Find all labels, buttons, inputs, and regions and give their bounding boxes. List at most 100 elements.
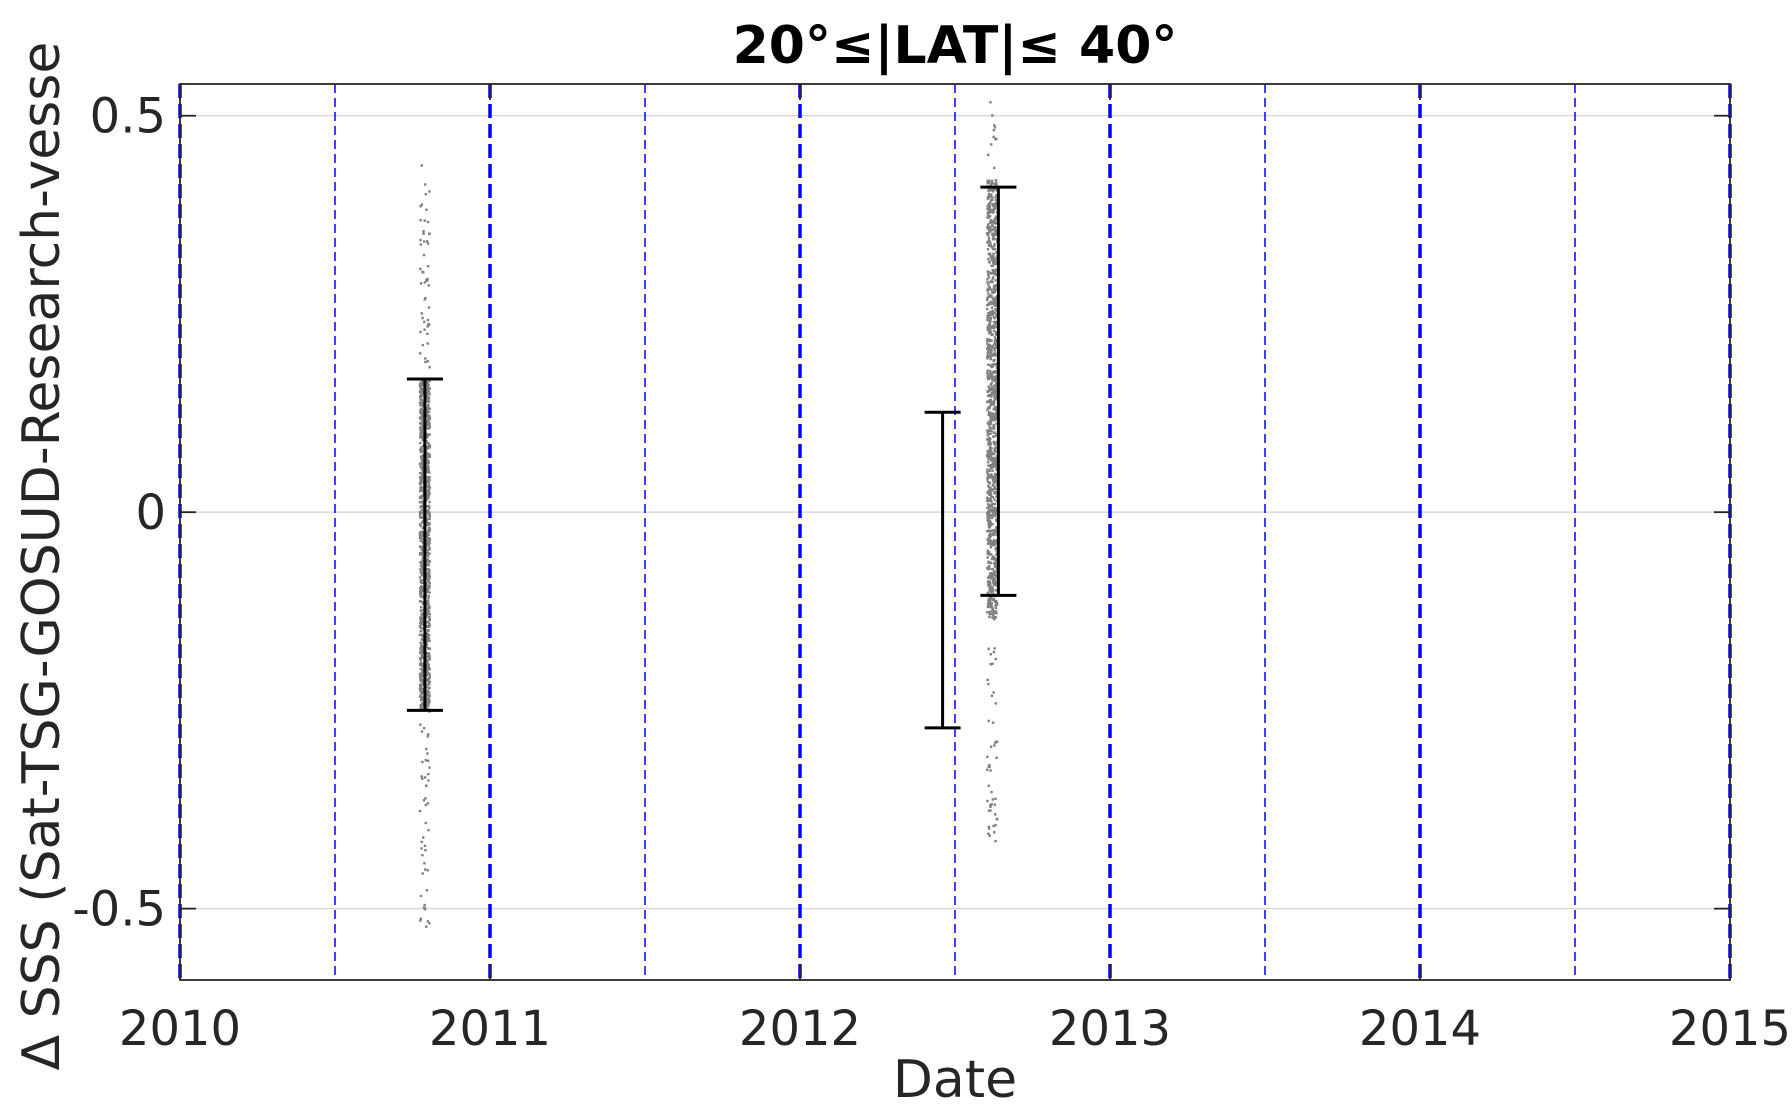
scatter-point xyxy=(419,205,422,208)
scatter-point xyxy=(426,360,429,363)
scatter-point xyxy=(427,465,430,468)
scatter-point xyxy=(428,453,431,456)
scatter-point xyxy=(994,279,997,282)
scatter-point xyxy=(421,382,424,385)
scatter-point xyxy=(988,834,991,837)
scatter-point xyxy=(986,519,989,522)
scatter-point xyxy=(986,297,989,301)
scatter-point xyxy=(993,397,997,400)
scatter-point xyxy=(995,550,998,553)
scatter-point xyxy=(427,586,430,589)
scatter-point xyxy=(989,220,992,223)
scatter-point xyxy=(986,355,989,358)
scatter-point xyxy=(423,240,426,243)
x-tick-label: 2013 xyxy=(1049,1001,1171,1057)
scatter-point xyxy=(995,251,998,254)
scatter-point xyxy=(421,586,425,589)
scatter-point xyxy=(428,591,431,594)
scatter-point xyxy=(995,283,999,287)
scatter-point xyxy=(993,530,996,533)
scatter-point xyxy=(993,456,997,460)
scatter-point xyxy=(426,555,430,558)
scatter-point xyxy=(992,479,995,483)
scatter-point xyxy=(425,551,429,555)
scatter-point xyxy=(425,678,428,682)
scatter-point xyxy=(992,135,995,139)
scatter-point xyxy=(419,679,423,682)
scatter-point xyxy=(420,552,424,555)
scatter-point xyxy=(428,571,431,574)
scatter-point xyxy=(987,582,990,585)
scatter-point xyxy=(988,481,991,485)
scatter-point xyxy=(425,692,428,695)
scatter-point xyxy=(992,435,995,438)
scatter-point xyxy=(428,471,431,474)
scatter-point xyxy=(420,687,423,691)
scatter-point xyxy=(426,332,429,336)
scatter-point xyxy=(986,182,989,185)
scatter-point xyxy=(418,533,422,536)
scatter-point xyxy=(986,371,989,375)
scatter-point xyxy=(990,514,993,517)
scatter-point xyxy=(988,587,991,590)
scatter-point xyxy=(992,401,996,405)
scatter-point xyxy=(428,190,431,193)
scatter-point xyxy=(987,458,990,461)
scatter-point xyxy=(991,477,995,480)
scatter-point xyxy=(418,482,422,485)
scatter-point xyxy=(426,920,430,923)
scatter-point xyxy=(425,420,429,423)
scatter-point xyxy=(420,447,423,451)
scatter-point xyxy=(421,853,424,857)
scatter-point xyxy=(422,456,425,459)
scatter-point xyxy=(987,346,990,349)
scatter-point xyxy=(994,338,997,341)
scatter-point xyxy=(425,747,428,751)
scatter-point xyxy=(991,573,994,576)
scatter-point xyxy=(427,629,430,632)
scatter-point xyxy=(986,153,990,157)
scatter-point xyxy=(427,322,430,326)
scatter-point xyxy=(990,488,993,492)
scatter-point xyxy=(426,220,430,224)
scatter-point xyxy=(426,600,429,603)
scatter-point xyxy=(419,441,422,445)
scatter-point xyxy=(423,219,426,222)
scatter-point xyxy=(421,494,424,498)
scatter-point xyxy=(987,399,990,403)
scatter-point xyxy=(420,446,423,449)
scatter-point xyxy=(423,844,427,848)
scatter-point xyxy=(991,513,995,516)
scatter-point xyxy=(993,831,996,834)
scatter-point xyxy=(992,400,996,403)
scatter-point xyxy=(418,809,422,813)
scatter-point xyxy=(988,517,991,520)
scatter-point xyxy=(427,694,431,697)
scatter-point xyxy=(986,318,989,322)
scatter-point xyxy=(988,765,991,769)
scatter-point xyxy=(986,476,989,480)
scatter-point xyxy=(993,486,997,489)
scatter-point xyxy=(420,847,423,850)
scatter-point xyxy=(993,203,997,207)
scatter-point xyxy=(420,407,423,410)
scatter-point xyxy=(426,584,429,587)
scatter-point xyxy=(419,586,422,590)
scatter-point xyxy=(988,208,992,212)
scatter-point xyxy=(422,627,425,630)
scatter-point xyxy=(428,455,432,458)
scatter-point xyxy=(423,298,427,301)
scatter-point xyxy=(993,290,996,293)
scatter-point xyxy=(418,513,422,517)
scatter-point xyxy=(426,265,430,268)
scatter-point xyxy=(427,494,431,498)
scatter-point xyxy=(993,340,997,344)
scatter-point xyxy=(421,436,424,439)
scatter-point xyxy=(421,564,424,567)
scatter-point xyxy=(988,446,992,449)
scatter-point xyxy=(428,433,431,436)
scatter-point xyxy=(428,387,431,390)
scatter-point xyxy=(991,208,994,212)
scatter-point xyxy=(419,408,422,412)
